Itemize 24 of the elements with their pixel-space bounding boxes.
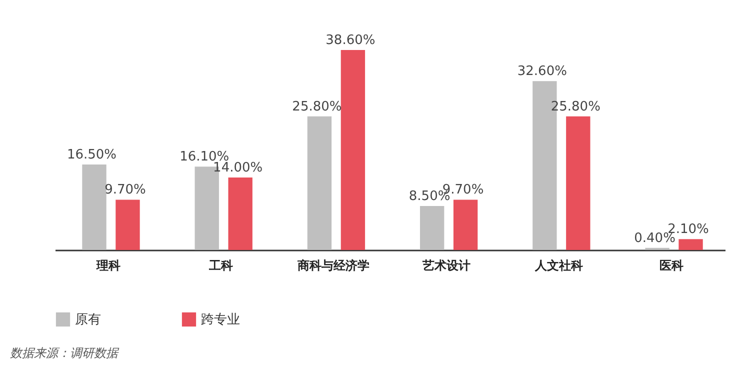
legend-label: 跨专业 (201, 312, 240, 328)
bar (566, 116, 590, 250)
bar (228, 177, 252, 250)
bar (116, 200, 140, 250)
x-tick-label: 商科与经济学 (296, 258, 370, 272)
source-note: 数据来源：调研数据 (10, 345, 118, 362)
bar (420, 206, 444, 250)
data-label: 9.70% (104, 182, 146, 198)
data-label: 25.80% (550, 99, 600, 114)
data-label: 16.50% (66, 148, 117, 163)
data-label: 38.60% (326, 33, 376, 48)
x-tick-label: 理科 (95, 258, 120, 272)
data-label: 32.60% (517, 64, 567, 80)
data-label: 25.80% (292, 99, 342, 114)
x-tick-label: 医科 (660, 258, 684, 272)
x-tick-label: 人文社科 (534, 258, 583, 272)
x-tick-label: 艺术设计 (421, 258, 470, 272)
x-tick-label: 工科 (208, 258, 234, 272)
bar (307, 116, 332, 250)
bar (678, 239, 703, 250)
bar (340, 50, 366, 250)
legend-label: 原有 (75, 312, 101, 328)
bar (453, 200, 478, 250)
bar (82, 164, 106, 250)
